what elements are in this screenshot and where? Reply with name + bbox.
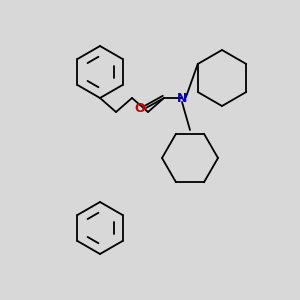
Text: N: N [177,92,187,104]
Text: O: O [135,103,145,116]
